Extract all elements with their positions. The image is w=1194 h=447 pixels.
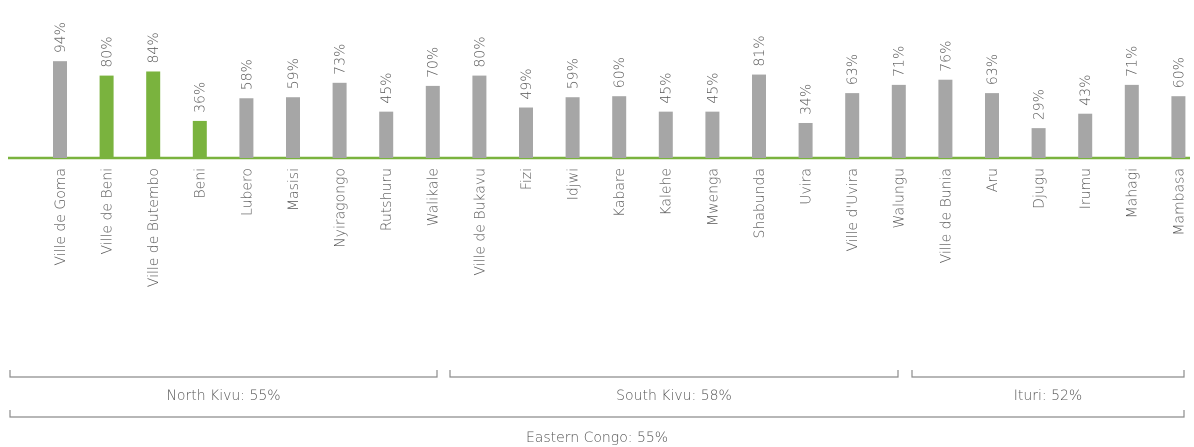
x-tick-label: Ville de Butembo xyxy=(146,168,162,287)
x-tick-label: Ville de Beni xyxy=(99,168,115,255)
bar xyxy=(1078,113,1093,158)
x-tick-label: Mambasa xyxy=(1171,168,1187,236)
value-label: 63% xyxy=(985,54,1001,85)
x-tick-label: Walungu xyxy=(892,168,908,228)
bar xyxy=(1171,96,1186,158)
value-label: 36% xyxy=(193,82,209,113)
value-label: 59% xyxy=(566,58,582,89)
group-label: North Kivu: 55% xyxy=(166,388,280,404)
value-label: 60% xyxy=(1171,57,1187,88)
x-tick-label: Irumu xyxy=(1078,168,1094,209)
total-bracket xyxy=(9,410,1185,418)
x-tick-label: Ville d'Uvira xyxy=(845,168,861,252)
value-label: 34% xyxy=(799,84,815,115)
bar xyxy=(53,61,67,158)
value-label: 63% xyxy=(845,54,861,85)
x-tick-label: Uvira xyxy=(799,168,815,205)
bar xyxy=(146,71,161,158)
x-tick-label: Nyiragongo xyxy=(333,168,349,248)
value-label: 80% xyxy=(100,36,116,67)
value-label: 81% xyxy=(752,35,768,66)
value-label: 45% xyxy=(379,73,395,104)
bar xyxy=(425,85,440,158)
bar xyxy=(985,93,999,158)
x-tick-label: Walikale xyxy=(426,168,442,226)
x-tick-label: Beni xyxy=(193,168,209,199)
total-label: Eastern Congo: 55% xyxy=(526,430,668,446)
value-label: 84% xyxy=(146,32,162,63)
group-label: South Kivu: 58% xyxy=(616,388,732,404)
bar xyxy=(612,96,627,158)
bar xyxy=(891,84,906,158)
value-label: 71% xyxy=(892,46,908,77)
value-label: 59% xyxy=(286,58,302,89)
bar xyxy=(705,111,720,158)
bar xyxy=(379,111,394,158)
value-label: 43% xyxy=(1078,75,1094,106)
bar xyxy=(938,79,953,158)
x-tick-label: Kabare xyxy=(612,168,628,217)
x-tick-label: Mahagi xyxy=(1125,168,1141,218)
x-tick-label: Kalehe xyxy=(659,168,675,216)
bar xyxy=(286,97,300,158)
value-label: 29% xyxy=(1032,89,1048,120)
bar xyxy=(752,74,766,158)
group-label: Ituri: 52% xyxy=(1014,388,1082,404)
value-label: 71% xyxy=(1125,46,1141,77)
x-tick-label: Mwenga xyxy=(705,168,721,226)
x-tick-label: Shabunda xyxy=(752,168,768,238)
value-label: 80% xyxy=(472,36,488,67)
bar xyxy=(332,82,347,158)
bar xyxy=(192,120,207,158)
x-tick-label: Ville de Goma xyxy=(53,168,69,266)
bar xyxy=(239,98,254,158)
value-label: 49% xyxy=(519,68,535,99)
value-label: 70% xyxy=(426,47,442,78)
value-label: 73% xyxy=(333,44,349,75)
group-bracket xyxy=(911,370,1185,378)
x-tick-label: Ville de Bunia xyxy=(938,168,954,263)
x-tick-label: Masisi xyxy=(286,168,302,211)
bar xyxy=(1124,84,1139,158)
x-tick-label: Aru xyxy=(985,168,1001,192)
bar xyxy=(565,97,580,158)
x-tick-label: Djugu xyxy=(1032,168,1048,209)
x-tick-label: Fizi xyxy=(519,168,535,190)
bar xyxy=(658,111,673,158)
group-bracket xyxy=(449,370,899,378)
value-label: 94% xyxy=(53,22,69,53)
value-label: 45% xyxy=(659,73,675,104)
x-tick-label: Idjwi xyxy=(566,168,582,200)
bar xyxy=(798,122,813,158)
value-label: 76% xyxy=(938,41,954,72)
bar xyxy=(519,107,533,158)
value-label: 60% xyxy=(612,57,628,88)
group-bracket xyxy=(9,370,438,378)
x-tick-label: Lubero xyxy=(239,168,255,216)
value-label: 58% xyxy=(239,59,255,90)
bar xyxy=(472,75,487,158)
value-label: 45% xyxy=(705,73,721,104)
bar xyxy=(845,93,860,158)
x-tick-label: Rutshuru xyxy=(379,168,395,231)
bar xyxy=(99,75,114,158)
x-tick-label: Ville de Bukavu xyxy=(472,168,488,276)
bar xyxy=(1031,128,1046,158)
